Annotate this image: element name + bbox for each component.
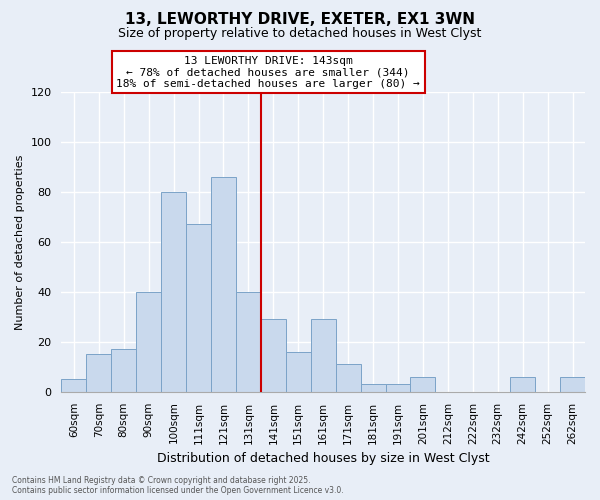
Y-axis label: Number of detached properties: Number of detached properties <box>15 154 25 330</box>
Bar <box>361 384 386 392</box>
Bar <box>261 320 286 392</box>
Bar <box>211 177 236 392</box>
Bar <box>286 352 311 392</box>
Bar <box>510 377 535 392</box>
X-axis label: Distribution of detached houses by size in West Clyst: Distribution of detached houses by size … <box>157 452 490 465</box>
Bar <box>560 377 585 392</box>
Bar <box>410 377 436 392</box>
Bar <box>86 354 111 392</box>
Bar <box>311 320 335 392</box>
Text: 13, LEWORTHY DRIVE, EXETER, EX1 3WN: 13, LEWORTHY DRIVE, EXETER, EX1 3WN <box>125 12 475 28</box>
Text: Size of property relative to detached houses in West Clyst: Size of property relative to detached ho… <box>118 28 482 40</box>
Bar <box>111 350 136 392</box>
Text: 13 LEWORTHY DRIVE: 143sqm
← 78% of detached houses are smaller (344)
18% of semi: 13 LEWORTHY DRIVE: 143sqm ← 78% of detac… <box>116 56 420 89</box>
Bar <box>161 192 186 392</box>
Text: Contains HM Land Registry data © Crown copyright and database right 2025.
Contai: Contains HM Land Registry data © Crown c… <box>12 476 344 495</box>
Bar <box>386 384 410 392</box>
Bar <box>61 380 86 392</box>
Bar <box>236 292 261 392</box>
Bar <box>136 292 161 392</box>
Bar <box>186 224 211 392</box>
Bar <box>335 364 361 392</box>
